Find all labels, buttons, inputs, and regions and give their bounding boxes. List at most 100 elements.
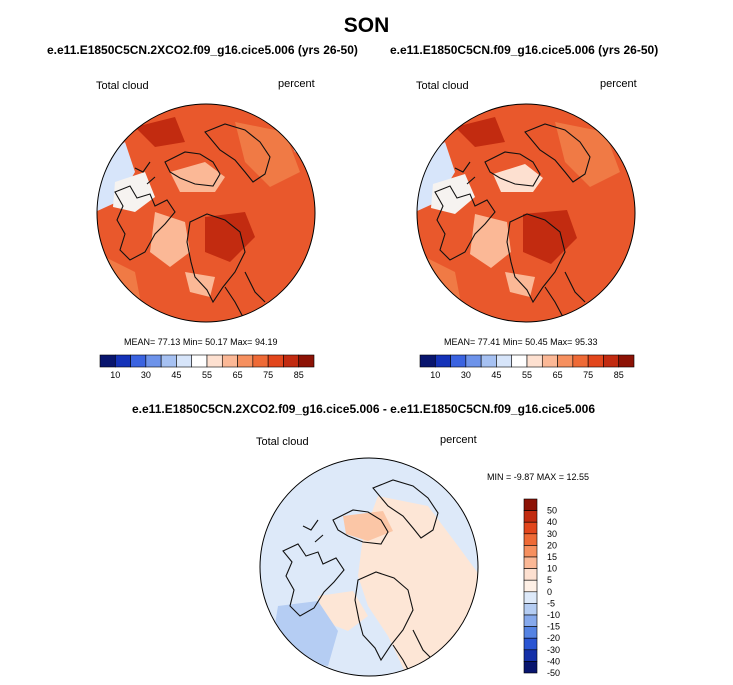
colorbar-tick-label: 20 (547, 540, 557, 550)
main-title: SON (343, 14, 390, 37)
colorbar-swatch (267, 354, 284, 368)
min-label: Min= (182, 337, 203, 347)
colorbar-swatch (603, 354, 620, 368)
panel-1-stats: MEAN= 77.13 Min= 50.17 Max= 94.19 (124, 337, 277, 347)
colorbar-swatch (434, 354, 451, 368)
panel-2-stats: MEAN= 77.41 Min= 50.45 Max= 95.33 (444, 337, 597, 347)
panel-2-units-label: percent (600, 78, 637, 90)
colorbar-swatch (176, 354, 193, 368)
colorbar-swatch (523, 510, 538, 523)
coastline-arctic-islands (164, 151, 221, 187)
colorbar-swatch (587, 354, 604, 368)
colorbar-swatch (465, 354, 482, 368)
colorbar-tick-label: 30 (461, 370, 471, 380)
colorbar-swatch (523, 614, 538, 627)
strong-positive-anomaly (343, 511, 393, 541)
colorbar-swatch (523, 626, 538, 639)
panel-1-case-title: e.e11.E1850C5CN.2XCO2.f09_g16.cice5.006 … (47, 43, 358, 57)
colorbar-swatch (523, 637, 538, 651)
colorbar-swatch (523, 603, 538, 616)
colorbar-tick-label: -15 (547, 622, 560, 632)
colorbar-tick-label: 75 (263, 370, 273, 380)
colorbar-swatch (252, 354, 269, 368)
diff-units-label: percent (440, 434, 477, 446)
colorbar-swatch (557, 354, 574, 368)
colorbar-tick-label: 10 (110, 370, 120, 380)
panel-1-map (95, 102, 317, 329)
map-boundary (416, 103, 636, 323)
colorbar-swatch (523, 556, 538, 569)
colorbar-tick-label: -10 (547, 610, 560, 620)
panel-1-variable-label: Total cloud (96, 80, 149, 92)
panel-2-polar-map (416, 103, 636, 323)
colorbar-tick-label: 0 (547, 587, 552, 597)
mean-value: 77.41 (477, 337, 501, 347)
colorbar-swatch (160, 354, 177, 368)
coastline-islands (134, 161, 156, 185)
colorbar-tick-label: 5 (547, 575, 552, 585)
colorbar-swatch (523, 649, 538, 662)
coastline-arctic-islands (332, 509, 389, 545)
high-cloud-region (135, 117, 185, 147)
colorbar-swatch (419, 354, 436, 368)
colorbar-swatch (496, 354, 513, 368)
coastline-greenland (506, 213, 566, 304)
panel-1-colorbar: 1030455565758595 (99, 354, 315, 380)
colorbar-tick-label: 15 (547, 552, 557, 562)
colorbar-swatch (523, 661, 538, 674)
colorbar-swatch (480, 354, 497, 368)
mid-cloud-region (555, 122, 620, 187)
colorbar-swatch (541, 354, 558, 368)
colorbar-swatch (283, 354, 300, 368)
panel-2-map (415, 102, 637, 329)
map-boundary (96, 103, 316, 323)
colorbar-swatch (206, 354, 223, 368)
colorbar-swatch (130, 354, 147, 368)
mid-cloud-region (235, 122, 300, 187)
diff-case-title: e.e11.E1850C5CN.2XCO2.f09_g16.cice5.006 … (132, 402, 595, 416)
max-label: Max= (230, 337, 253, 347)
colorbar-tick-label: 50 (547, 506, 557, 516)
mean-label: MEAN= (444, 337, 476, 347)
coastline-eurasia (372, 479, 439, 539)
colorbar-swatch (511, 354, 528, 368)
colorbar-swatch (526, 354, 543, 368)
colorbar-swatch (523, 498, 538, 511)
diff-polar-map (259, 457, 479, 677)
colorbar-tick-label: 75 (583, 370, 593, 380)
min-value: 50.17 (205, 337, 228, 347)
diff-map (258, 456, 480, 683)
diff-variable-label: Total cloud (256, 436, 309, 448)
light-cloud-region (470, 214, 511, 268)
colorbar-tick-label: 45 (171, 370, 181, 380)
max-value: 95.33 (574, 337, 598, 347)
colorbar-tick-label: 45 (491, 370, 501, 380)
colorbar-tick-label: -5 (547, 598, 555, 608)
colorbar-swatch (237, 354, 254, 368)
colorbar-tick-label: -40 (547, 656, 560, 666)
coastline (114, 185, 176, 261)
colorbar-swatch (145, 354, 162, 368)
coastline-islands (454, 161, 476, 185)
colorbar-tick-label: 65 (233, 370, 243, 380)
colorbar-tick-label: 55 (202, 370, 212, 380)
colorbar-tick-label: -50 (547, 668, 560, 676)
colorbar-tick-label: 30 (547, 529, 557, 539)
colorbar-swatch (572, 354, 589, 368)
coastline-greenland (354, 571, 414, 662)
coastline-islands (302, 519, 324, 543)
light-cloud-region (170, 162, 225, 192)
colorbar-swatch (523, 591, 538, 604)
colorbar-tick-label: 10 (547, 564, 557, 574)
coastline-europe (544, 271, 586, 318)
colorbar-swatch (523, 545, 538, 558)
light-cloud-region (150, 212, 190, 267)
colorbar-swatch (114, 354, 131, 368)
colorbar-swatch (191, 354, 208, 368)
colorbar-swatch (523, 521, 538, 535)
diff-stats: MIN = -9.87 MAX = 12.55 (487, 472, 590, 482)
coastline-eurasia (204, 123, 271, 183)
colorbar-swatch (450, 354, 467, 368)
panel-1-polar-map (96, 103, 316, 323)
coastline (434, 185, 496, 261)
